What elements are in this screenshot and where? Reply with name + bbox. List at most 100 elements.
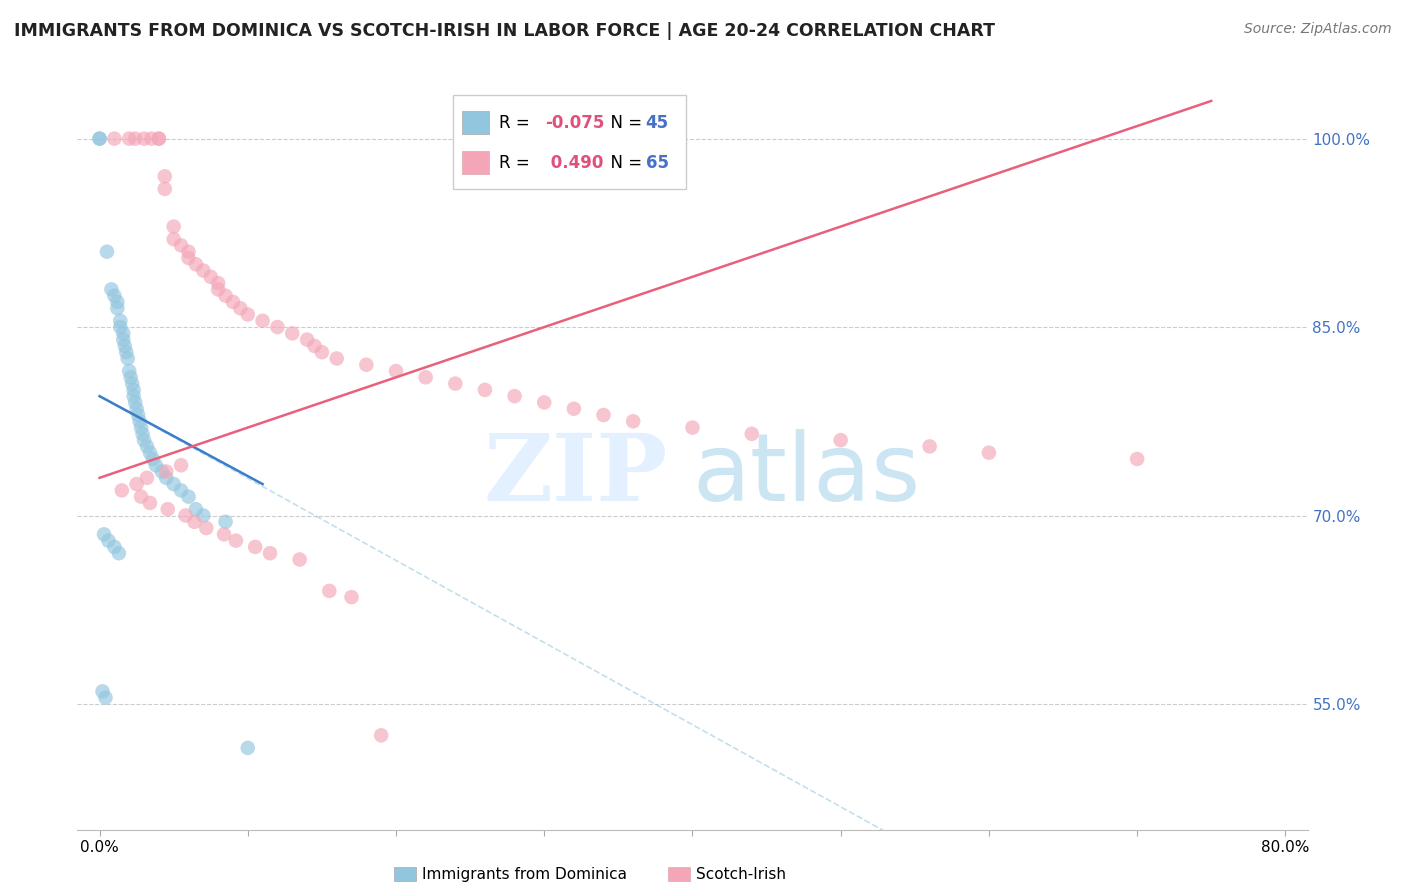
Point (444, 376, 467, 391)
Text: Source: ZipAtlas.com: Source: ZipAtlas.com (1244, 22, 1392, 37)
Point (236, 740, 259, 755)
Point (170, 483, 193, 498)
Point (281, 326, 304, 341)
Point (304, 339, 326, 353)
Point (266, 320, 288, 334)
Point (105, 294, 128, 310)
Text: 0.490: 0.490 (546, 153, 603, 171)
Point (128, 414, 150, 428)
Point (229, 301, 252, 316)
Point (105, 301, 128, 316)
Text: 65: 65 (645, 153, 669, 171)
Point (177, 244, 200, 259)
Point (112, 326, 135, 341)
Point (163, 232, 186, 246)
Point (977, 446, 1000, 460)
Point (474, 383, 496, 397)
Text: 45: 45 (645, 113, 669, 131)
Point (150, 465, 173, 479)
Point (183, 515, 205, 529)
Text: R =: R = (499, 153, 536, 171)
Point (97, 533, 120, 548)
Point (103, 131, 125, 145)
Point (252, 314, 274, 328)
Point (142, 452, 165, 467)
Text: Scotch-Irish: Scotch-Irish (696, 867, 786, 881)
Text: ZIP: ZIP (484, 430, 668, 520)
Point (214, 288, 236, 302)
Text: atlas: atlas (693, 429, 921, 521)
Point (89, 131, 111, 145)
Point (111, 483, 134, 498)
Point (114, 339, 136, 353)
Point (200, 269, 222, 284)
Point (103, 540, 125, 554)
Point (184, 502, 207, 516)
Point (96, 244, 118, 259)
Point (318, 583, 340, 598)
Bar (463, 112, 489, 134)
Point (103, 288, 125, 302)
Point (121, 376, 143, 391)
Point (592, 408, 614, 422)
Point (139, 446, 162, 460)
Point (295, 333, 318, 347)
Point (207, 276, 229, 290)
Point (193, 508, 215, 523)
Point (139, 496, 162, 510)
Point (741, 426, 763, 441)
Point (222, 294, 245, 310)
Point (122, 383, 145, 397)
Point (117, 351, 139, 366)
Point (132, 131, 155, 145)
Point (145, 458, 167, 473)
Point (118, 131, 141, 145)
Point (93, 527, 115, 541)
Point (370, 728, 392, 742)
Point (156, 502, 179, 516)
Point (193, 263, 215, 277)
Point (562, 401, 585, 416)
Point (340, 590, 363, 604)
Point (177, 251, 200, 265)
Point (682, 420, 704, 434)
Point (100, 282, 122, 296)
Point (141, 131, 163, 145)
Point (174, 508, 197, 523)
Point (124, 395, 146, 409)
Point (148, 131, 170, 145)
Text: IMMIGRANTS FROM DOMINICA VS SCOTCH-IRISH IN LABOR FORCE | AGE 20-24 CORRELATION : IMMIGRANTS FROM DOMINICA VS SCOTCH-IRISH… (14, 22, 995, 40)
Point (112, 333, 135, 347)
Point (155, 471, 177, 485)
Point (89, 131, 111, 145)
Point (385, 364, 408, 378)
Point (325, 351, 347, 366)
Point (415, 370, 437, 384)
Point (503, 389, 526, 403)
Point (129, 490, 152, 504)
Text: -0.075: -0.075 (546, 113, 605, 131)
Point (148, 131, 170, 145)
Text: N =: N = (600, 113, 648, 131)
Point (170, 458, 193, 473)
Text: Immigrants from Dominica: Immigrants from Dominica (422, 867, 627, 881)
Point (125, 477, 148, 491)
Point (118, 364, 141, 378)
FancyBboxPatch shape (453, 95, 686, 189)
Point (207, 282, 229, 296)
Point (110, 314, 132, 328)
Point (108, 546, 131, 560)
Point (830, 433, 852, 447)
Point (94, 690, 117, 705)
Point (236, 308, 259, 322)
Point (195, 521, 218, 535)
Point (225, 533, 247, 548)
Point (170, 238, 193, 252)
Point (1126, 452, 1149, 467)
Point (245, 540, 267, 554)
Point (155, 465, 177, 479)
Point (120, 370, 142, 384)
Point (124, 131, 146, 145)
Point (129, 420, 152, 434)
Point (110, 320, 132, 334)
